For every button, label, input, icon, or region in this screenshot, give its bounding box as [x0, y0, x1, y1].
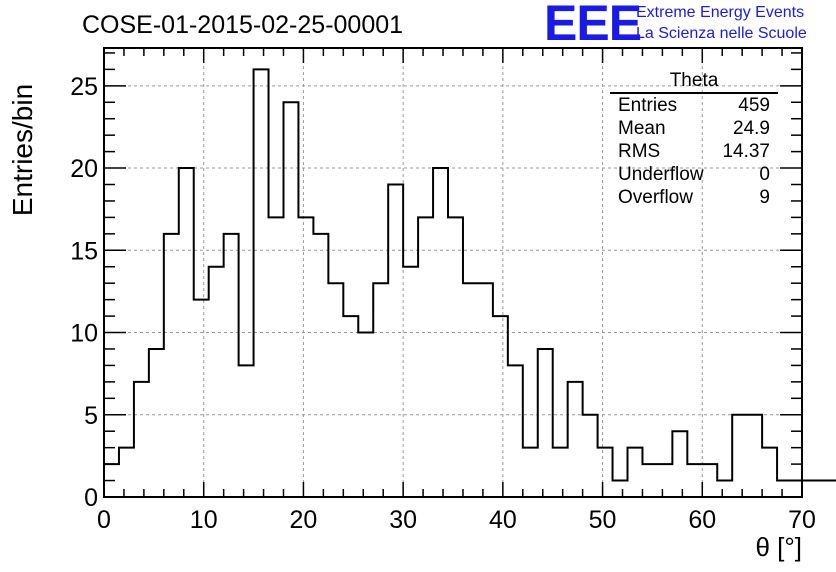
stats-row-underflow: Underflow 0 [610, 163, 778, 186]
grid-lines [104, 48, 802, 497]
stats-value: 0 [759, 164, 770, 185]
y-tick-label: 0 [84, 484, 98, 512]
stats-label: Entries [618, 95, 678, 116]
x-tick-label: 20 [290, 506, 318, 534]
stats-value: 14.37 [722, 141, 770, 162]
stats-label: RMS [618, 141, 661, 162]
y-tick-label: 5 [84, 402, 98, 430]
stats-row-entries: Entries 459 [610, 94, 778, 117]
stats-row-rms: RMS 14.37 [610, 140, 778, 163]
stats-label: Mean [618, 118, 666, 139]
x-axis-label: θ [°] [755, 532, 802, 562]
eee-logo: EEE Extreme Energy Events La Scienza nel… [544, 0, 834, 51]
stats-label: Underflow [618, 164, 704, 185]
x-tick-label: 60 [688, 506, 716, 534]
x-tick-label: 40 [489, 506, 517, 534]
stats-title: Theta [669, 70, 719, 91]
x-tick-label: 10 [190, 506, 218, 534]
x-tick-label: 50 [589, 506, 617, 534]
logo-line-2: La Scienza nelle Scuole [636, 25, 807, 42]
histogram-line [103, 68, 836, 497]
stats-row-overflow: Overflow 9 [610, 186, 778, 209]
tick-labels: 0 10 20 30 40 50 60 70 0 5 10 15 20 25 [70, 73, 816, 534]
y-tick-label: 25 [70, 73, 98, 101]
x-tick-label: 30 [389, 506, 417, 534]
eee-logo-mark: EEE [544, 0, 642, 51]
stats-value: 9 [759, 187, 770, 208]
x-tick-label: 70 [788, 506, 816, 534]
y-tick-label: 20 [70, 155, 98, 183]
stats-divider [610, 92, 778, 94]
x-tick-label: 0 [97, 506, 111, 534]
chart-title: COSE-01-2015-02-25-00001 [82, 11, 404, 39]
logo-line-1: Extreme Energy Events [636, 4, 805, 21]
stats-label: Overflow [618, 187, 693, 208]
stats-box: Theta Entries 459 Mean 24.9 RMS 14.37 Un… [610, 70, 778, 209]
y-tick-label: 10 [70, 320, 98, 348]
axis-ticks [103, 48, 803, 498]
stats-row-mean: Mean 24.9 [610, 117, 778, 140]
plot-frame [103, 47, 803, 498]
y-axis-label-text: Entries/bin [7, 83, 38, 217]
y-tick-label: 15 [70, 237, 98, 265]
stats-value: 24.9 [733, 118, 770, 139]
y-axis-label: Entries/bin [6, 84, 40, 216]
stats-value: 459 [738, 95, 770, 116]
